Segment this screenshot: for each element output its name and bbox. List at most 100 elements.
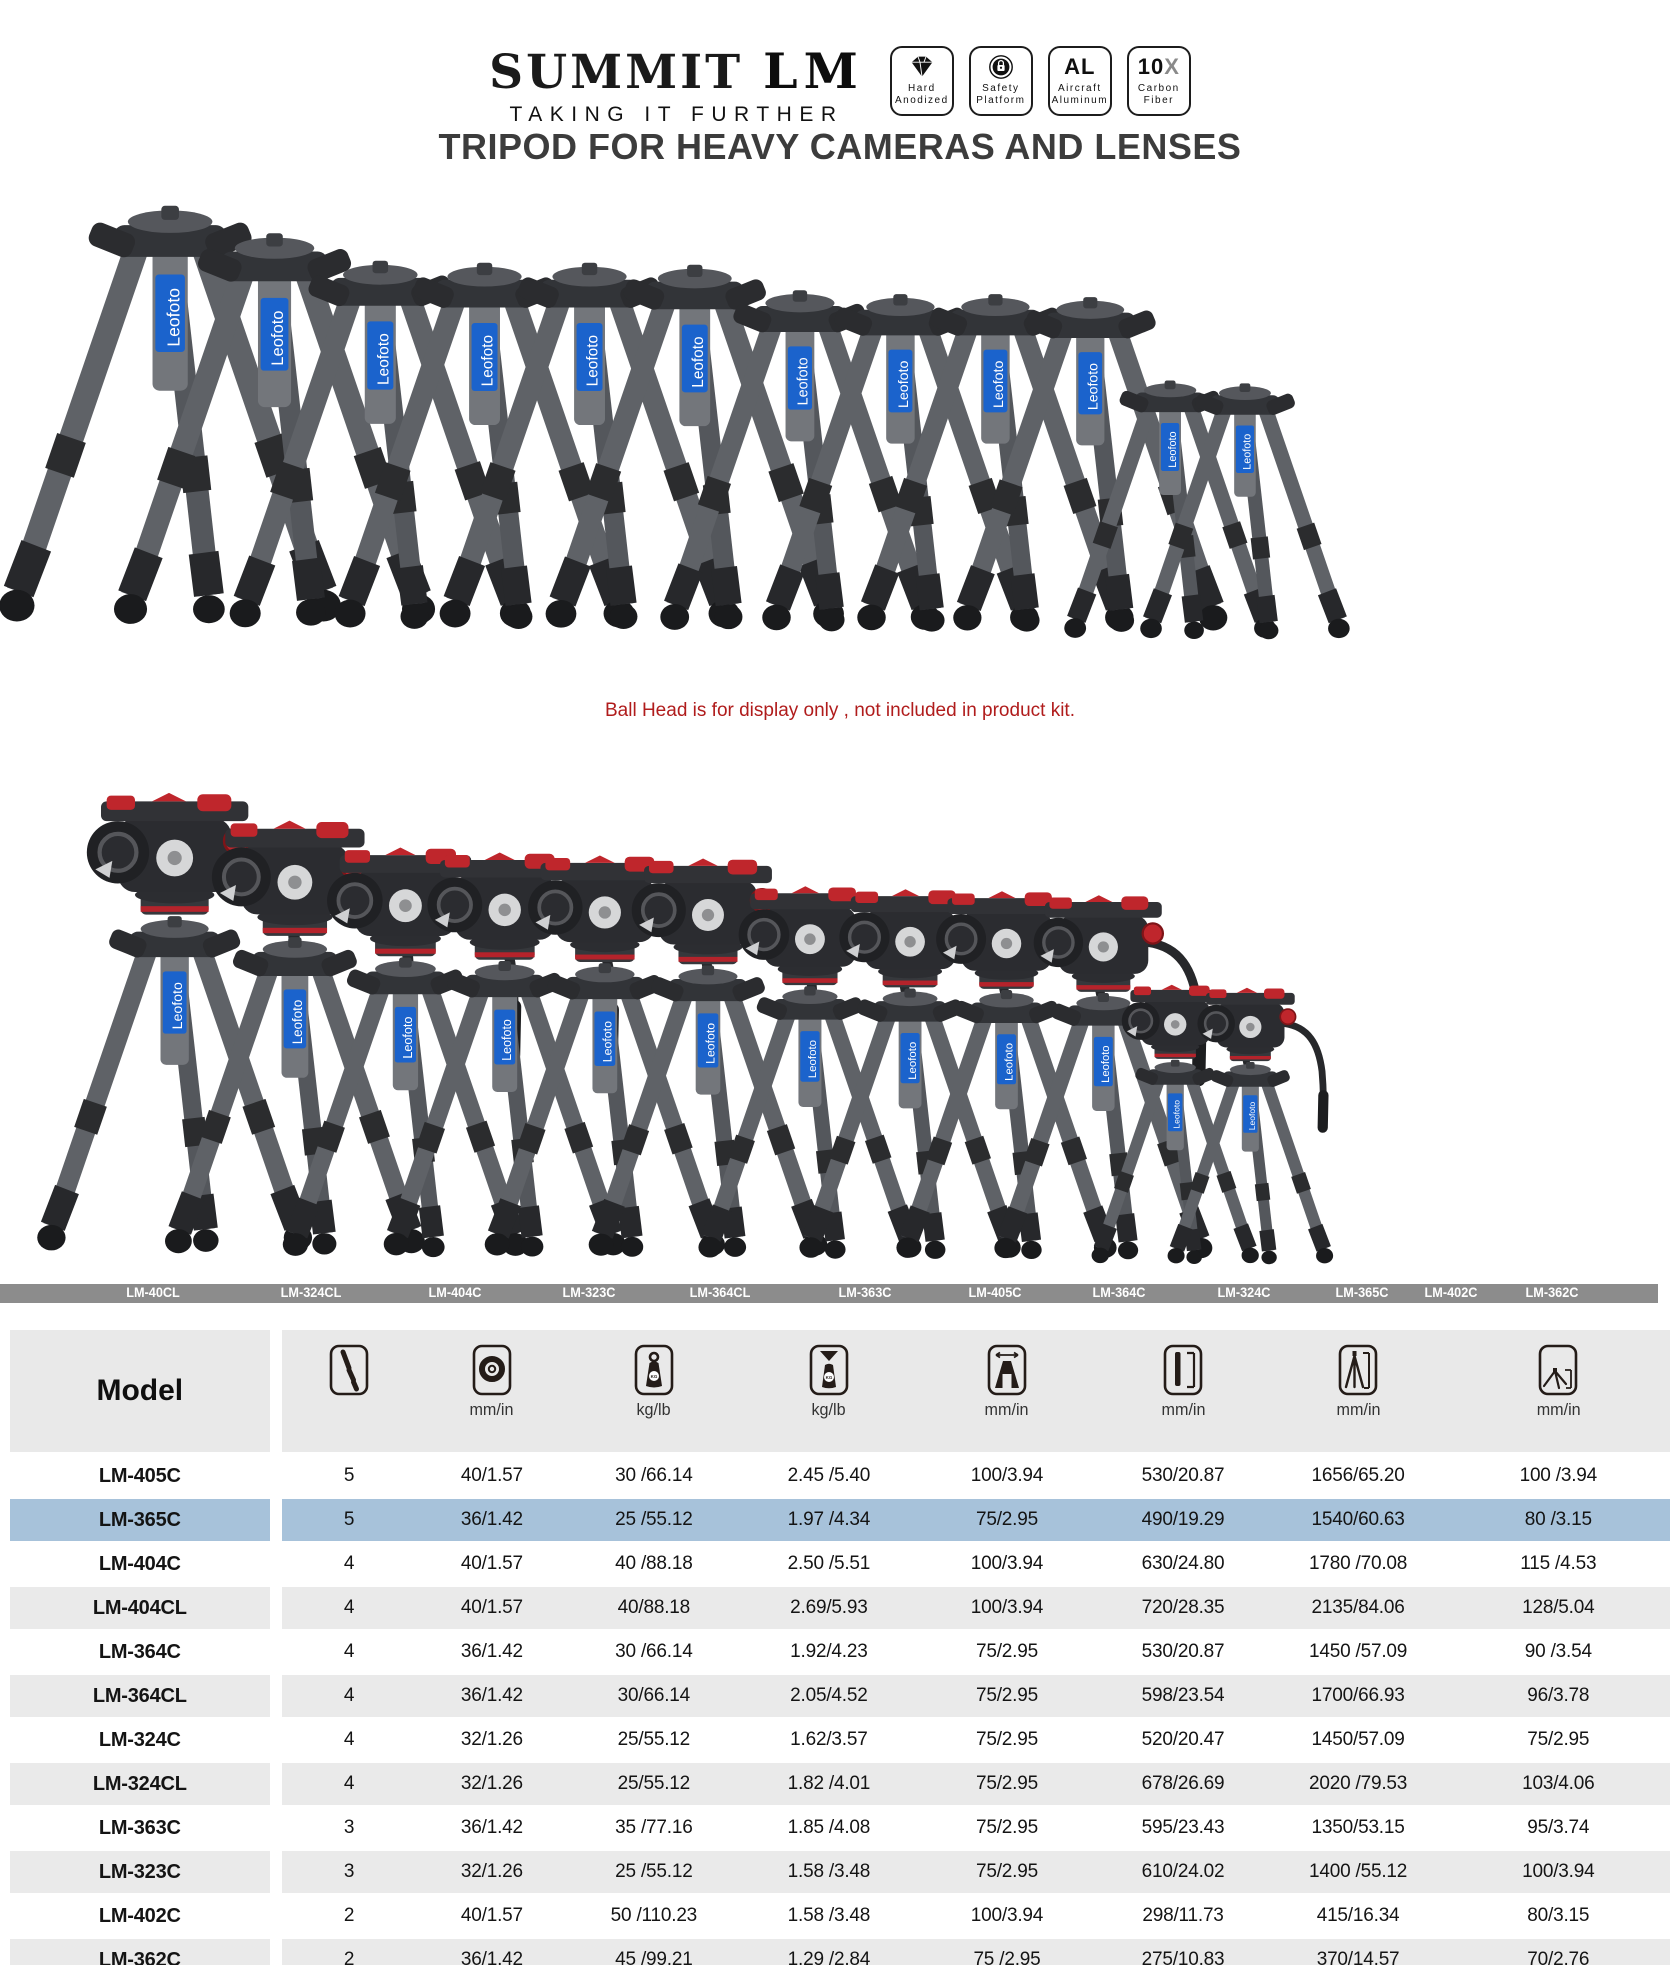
column-header-min-height: mm/in [1446, 1330, 1670, 1455]
model-cell: LM-402C [10, 1894, 282, 1939]
spec-cell: 96/3.78 [1446, 1674, 1670, 1719]
spec-cell: 490/19.29 [1096, 1498, 1270, 1543]
model-bar-label: LM-364CL [689, 1285, 751, 1300]
table-row: LM-324C 4 32/1.26 25/55.12 1.62/3.57 75/2.95 5… [10, 1718, 1670, 1763]
column-unit: kg/lb [636, 1400, 671, 1419]
table-row: LM-324CL 4 32/1.26 25/55.12 1.82 /4.01 75/2.9… [10, 1762, 1670, 1807]
table-row: LM-405C 5 40/1.57 30 /66.14 2.45 /5.40 100/3.… [10, 1453, 1670, 1499]
badges: Hard Anodized Safety Platform AL [889, 46, 1191, 116]
spec-cell: 32/1.26 [416, 1718, 568, 1763]
spec-cell: 40/1.57 [416, 1542, 568, 1587]
spec-cell: 4 [275, 1542, 417, 1587]
model-cell: LM-362C [10, 1938, 282, 1965]
spec-cell: 100/3.94 [917, 1453, 1097, 1499]
model-bar-label: LM-364C [1092, 1285, 1146, 1300]
spec-cell: 40/1.57 [416, 1894, 568, 1939]
column-unit: mm/in [984, 1400, 1029, 1419]
spec-cell: 25/55.12 [567, 1718, 741, 1763]
spec-cell: 100/3.94 [917, 1542, 1097, 1587]
spec-cell: 1780 /70.08 [1269, 1542, 1447, 1587]
spec-cell: 1540/60.63 [1269, 1498, 1447, 1543]
spec-cell: 2020 /79.53 [1269, 1762, 1447, 1807]
column-unit: mm/in [1536, 1400, 1581, 1419]
spec-cell: 35 /77.16 [567, 1806, 741, 1851]
table-row: LM-404C 4 40/1.57 40 /88.18 2.50 /5.51 100/3.… [10, 1542, 1670, 1587]
spec-cell: 1400 /55.12 [1269, 1850, 1447, 1895]
brand-name: SUMMIT [489, 45, 744, 100]
model-bar-label: LM-40CL [126, 1285, 180, 1300]
column-header-platform-diameter: mm/in [917, 1330, 1097, 1455]
spec-cell: 530/20.87 [1096, 1453, 1270, 1499]
spec-cell: 2.05/4.52 [740, 1674, 918, 1719]
spec-cell: 25 /55.12 [567, 1850, 741, 1895]
model-cell: LM-364C [10, 1630, 282, 1675]
platform-diameter-icon [987, 1342, 1027, 1398]
spec-cell: 2135/84.06 [1269, 1586, 1447, 1631]
badge-label: Platform [976, 94, 1026, 106]
spec-cell: 103/4.06 [1446, 1762, 1670, 1807]
model-cell: LM-363C [10, 1806, 282, 1851]
badge-label: Fiber [1143, 94, 1174, 106]
badge-aircraft-aluminum: AL Aircraft Aluminum [1047, 46, 1112, 116]
spec-cell: 75/2.95 [917, 1806, 1097, 1851]
spec-cell: 1.85 /4.08 [740, 1806, 918, 1851]
al-symbol: AL [1064, 54, 1096, 79]
badge-label: Hard [907, 83, 936, 94]
spec-cell: 370/14.57 [1269, 1938, 1447, 1965]
ballhead-note: Ball Head is for display only , not incl… [605, 700, 1075, 721]
spec-cell: 610/24.02 [1096, 1850, 1270, 1895]
spec-cell: 1.58 /3.48 [740, 1850, 918, 1895]
table-row: LM-365C 5 36/1.42 25 /55.12 1.97 /4.34 75/2.9… [10, 1498, 1670, 1543]
spec-cell: 678/26.69 [1096, 1762, 1270, 1807]
spec-cell: 75/2.95 [1446, 1718, 1670, 1763]
spec-cell: 630/24.80 [1096, 1542, 1270, 1587]
model-bar-label: LM-362C [1525, 1285, 1579, 1300]
model-cell: LM-404CL [10, 1586, 282, 1631]
spec-cell: 415/16.34 [1269, 1894, 1447, 1939]
spec-cell: 95/3.74 [1446, 1806, 1670, 1851]
spec-cell: 70/2.76 [1446, 1938, 1670, 1965]
tripod-with-head-image [1165, 986, 1336, 1283]
brand-tagline: TAKING IT FURTHER [509, 103, 844, 126]
spec-cell: 595/23.43 [1096, 1806, 1270, 1851]
spec-cell: 1.97 /4.34 [740, 1498, 918, 1543]
spec-cell: 1656/65.20 [1269, 1453, 1447, 1499]
spec-cell: 4 [275, 1586, 417, 1631]
spec-cell: 36/1.42 [416, 1938, 568, 1965]
badge-label: Anodized [894, 94, 949, 106]
brand-logo: SUMMIT LM TAKING IT FURTHER [489, 42, 864, 127]
spec-cell: 36/1.42 [416, 1630, 568, 1675]
spec-cell: 1.58 /3.48 [740, 1894, 918, 1939]
spec-cell: 2.50 /5.51 [740, 1542, 918, 1587]
spec-cell: 80/3.15 [1446, 1894, 1670, 1939]
spec-cell: 32/1.26 [416, 1850, 568, 1895]
spec-cell: 36/1.42 [416, 1674, 568, 1719]
table-body: LM-405C 5 40/1.57 30 /66.14 2.45 /5.40 100/3.… [10, 1453, 1670, 1965]
spec-cell: 1350/53.15 [1269, 1806, 1447, 1851]
spec-cell: 720/28.35 [1096, 1586, 1270, 1631]
column-unit: mm/in [469, 1400, 514, 1419]
spec-cell: 75/2.95 [917, 1674, 1097, 1719]
table-row: LM-364C 4 36/1.42 30 /66.14 1.92/4.23 75/2.95… [10, 1630, 1670, 1675]
spec-cell: 75/2.95 [917, 1762, 1097, 1807]
spec-cell: 128/5.04 [1446, 1586, 1670, 1631]
table-row: LM-402C 2 40/1.57 50 /110.23 1.58 /3.48 100/3… [10, 1894, 1670, 1939]
leg-sections-icon [329, 1342, 369, 1398]
spec-cell: 4 [275, 1762, 417, 1807]
spec-cell: 3 [275, 1806, 417, 1851]
table-row: LM-364CL 4 36/1.42 30/66.14 2.05/4.52 75/2.95… [10, 1674, 1670, 1719]
spec-cell: 1.92/4.23 [740, 1630, 918, 1675]
model-cell: LM-405C [10, 1453, 282, 1499]
badge-label: Carbon [1137, 83, 1180, 94]
spec-cell: 25/55.12 [567, 1762, 741, 1807]
column-header-tube-diameter: mm/in [416, 1330, 568, 1455]
spec-cell: 4 [275, 1674, 417, 1719]
model-bar-label: LM-324C [1217, 1285, 1271, 1300]
column-header-folded-length: mm/in [1096, 1330, 1270, 1455]
spec-cell: 3 [275, 1850, 417, 1895]
spec-cell: 30 /66.14 [567, 1453, 741, 1499]
spec-cell: 598/23.54 [1096, 1674, 1270, 1719]
model-bar-label: LM-323C [562, 1285, 616, 1300]
spec-cell: 1700/66.93 [1269, 1674, 1447, 1719]
